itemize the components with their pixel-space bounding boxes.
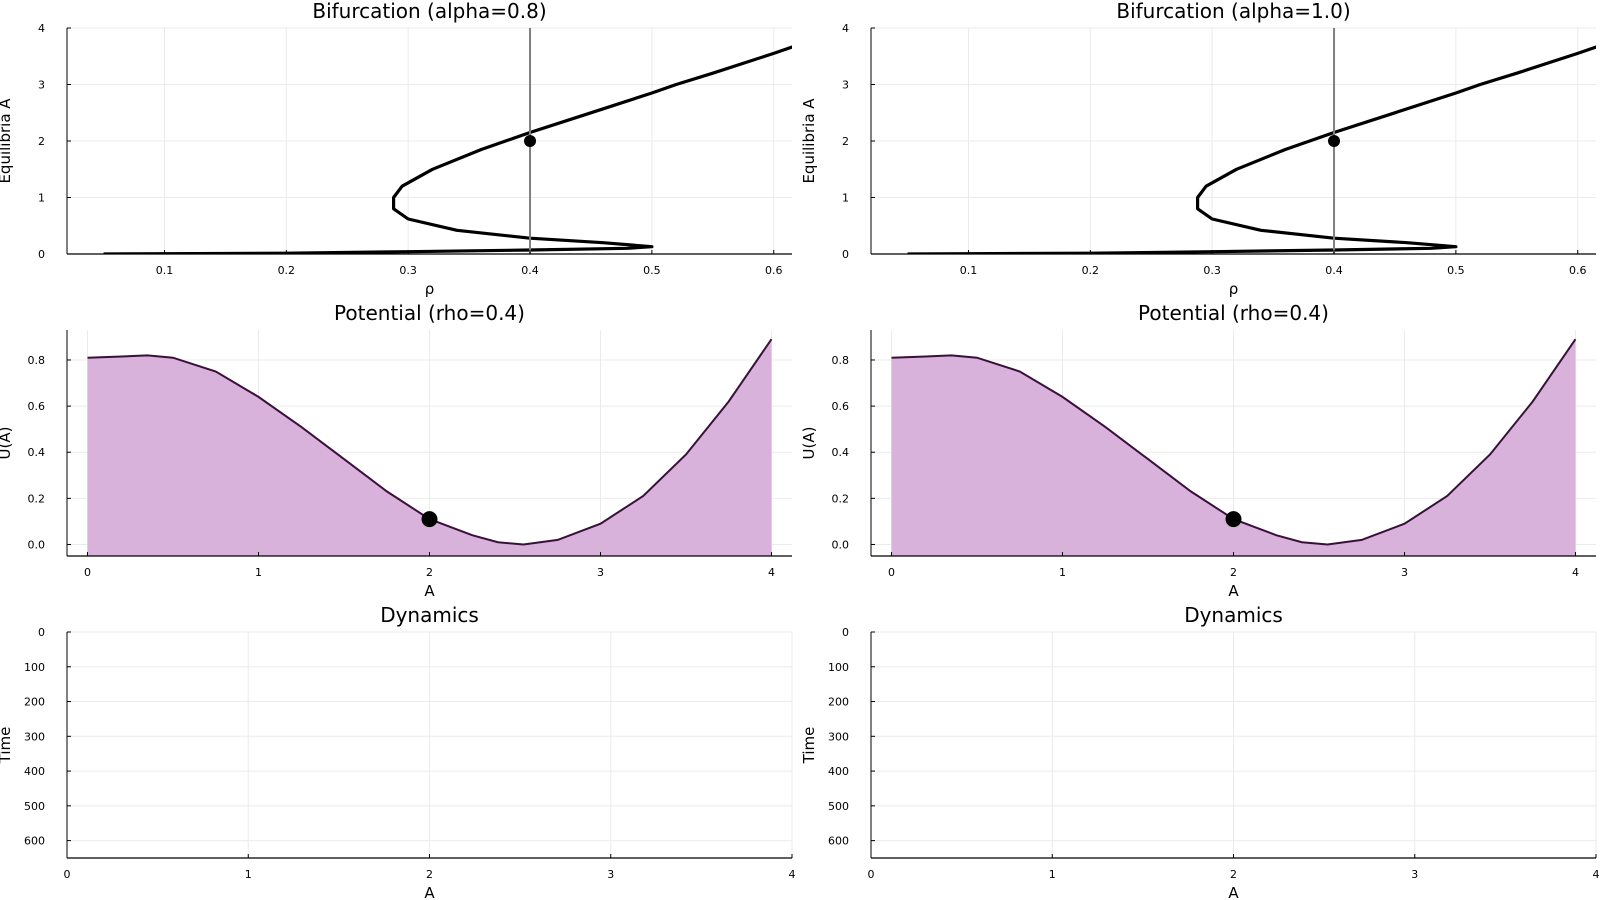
x-tick-label: 0.5 bbox=[643, 264, 661, 277]
y-tick-label: 200 bbox=[24, 696, 45, 709]
x-tick-label: 3 bbox=[597, 566, 604, 579]
y-tick-label: 500 bbox=[828, 800, 849, 813]
x-tick-label: 4 bbox=[789, 868, 796, 881]
subplot-title: Dynamics bbox=[380, 603, 479, 627]
current-state-marker bbox=[1328, 135, 1341, 147]
y-axis-label: U(A) bbox=[0, 427, 14, 460]
potential-fill bbox=[891, 339, 1576, 556]
y-tick-label: 300 bbox=[828, 730, 849, 743]
y-tick-label: 1 bbox=[38, 192, 45, 205]
current-state-marker bbox=[421, 511, 438, 528]
y-tick-label: 0.2 bbox=[832, 492, 850, 505]
subplot-bif-right: 0.1 0.2 0.3 0.4 0.5 0.6 0 1 2 3 4 Bifurcation (alph… bbox=[800, 0, 1596, 298]
x-axis-label: A bbox=[1228, 582, 1239, 600]
x-tick-label: 2 bbox=[426, 868, 433, 881]
x-tick-label: 0.1 bbox=[156, 264, 174, 277]
y-tick-label: 3 bbox=[38, 79, 45, 92]
y-tick-label: 0 bbox=[842, 626, 849, 639]
y-tick-label: 500 bbox=[24, 800, 45, 813]
y-tick-label: 0 bbox=[38, 626, 45, 639]
x-tick-label: 1 bbox=[245, 868, 252, 881]
x-tick-label: 4 bbox=[768, 566, 775, 579]
y-tick-label: 600 bbox=[828, 835, 849, 848]
potential-fill bbox=[87, 339, 772, 556]
x-tick-label: 0.6 bbox=[1569, 264, 1587, 277]
subplot-bif-left: 0.1 0.2 0.3 0.4 0.5 0.6 0 1 2 3 4 Bifurcation (alph… bbox=[0, 0, 792, 298]
x-tick-label: 0.2 bbox=[278, 264, 296, 277]
subplot-dyn-right: 0 1 2 3 4 0 100 200 300 400 500 600 Dynamics A Time bbox=[800, 603, 1600, 900]
x-axis-label: A bbox=[1228, 884, 1239, 900]
y-tick-label: 4 bbox=[38, 22, 45, 35]
x-tick-label: 4 bbox=[1593, 868, 1600, 881]
subplot-dyn-left: 0 1 2 3 4 0 100 200 300 400 500 600 Dynamics A Time bbox=[0, 603, 796, 900]
y-axis-label: U(A) bbox=[800, 427, 818, 460]
y-axis-label: Equilibria A bbox=[0, 98, 14, 184]
x-tick-label: 0.2 bbox=[1082, 264, 1100, 277]
y-tick-label: 0 bbox=[842, 248, 849, 261]
x-axis-label: ρ bbox=[1229, 280, 1239, 298]
subplot-title: Bifurcation (alpha=0.8) bbox=[312, 0, 546, 23]
current-state-marker bbox=[524, 135, 537, 147]
subplot-pot-right: 0 1 2 3 4 0.0 0.2 0.4 0.6 0.8 Potential (rho=0.4) A… bbox=[800, 301, 1596, 600]
y-tick-label: 0.6 bbox=[28, 400, 46, 413]
y-tick-label: 0.0 bbox=[832, 538, 850, 551]
current-state-marker bbox=[1225, 511, 1242, 528]
x-tick-label: 2 bbox=[1230, 868, 1237, 881]
x-tick-label: 0 bbox=[64, 868, 71, 881]
x-tick-label: 0.4 bbox=[1325, 264, 1343, 277]
y-tick-label: 100 bbox=[24, 661, 45, 674]
y-tick-label: 600 bbox=[24, 835, 45, 848]
x-tick-label: 4 bbox=[1572, 566, 1579, 579]
equilibria-curve bbox=[907, 45, 1596, 254]
x-tick-label: 3 bbox=[1411, 868, 1418, 881]
x-tick-label: 0.3 bbox=[399, 264, 417, 277]
y-axis-label: Time bbox=[0, 727, 14, 765]
y-tick-label: 2 bbox=[38, 135, 45, 148]
y-tick-label: 0.8 bbox=[28, 354, 46, 367]
y-tick-label: 0.2 bbox=[28, 492, 46, 505]
x-tick-label: 3 bbox=[1401, 566, 1408, 579]
x-tick-label: 1 bbox=[255, 566, 262, 579]
subplot-title: Dynamics bbox=[1184, 603, 1283, 627]
x-tick-label: 1 bbox=[1059, 566, 1066, 579]
x-tick-label: 0.4 bbox=[521, 264, 539, 277]
x-axis-label: A bbox=[424, 582, 435, 600]
equilibria-curve bbox=[103, 45, 792, 254]
x-tick-label: 0 bbox=[868, 868, 875, 881]
y-tick-label: 200 bbox=[828, 696, 849, 709]
y-tick-label: 0.4 bbox=[832, 446, 850, 459]
y-axis-label: Equilibria A bbox=[800, 98, 818, 184]
subplot-title: Bifurcation (alpha=1.0) bbox=[1116, 0, 1350, 23]
subplot-title: Potential (rho=0.4) bbox=[334, 301, 525, 325]
y-tick-label: 3 bbox=[842, 79, 849, 92]
subplot-pot-left: 0 1 2 3 4 0.0 0.2 0.4 0.6 0.8 Potential (rho=0.4) A… bbox=[0, 301, 792, 600]
y-tick-label: 100 bbox=[828, 661, 849, 674]
x-tick-label: 0.1 bbox=[960, 264, 978, 277]
x-tick-label: 0.3 bbox=[1203, 264, 1221, 277]
y-tick-label: 300 bbox=[24, 730, 45, 743]
y-tick-label: 400 bbox=[828, 765, 849, 778]
x-tick-label: 2 bbox=[426, 566, 433, 579]
x-tick-label: 2 bbox=[1230, 566, 1237, 579]
x-tick-label: 3 bbox=[607, 868, 614, 881]
y-tick-label: 0.4 bbox=[28, 446, 46, 459]
y-tick-label: 0.6 bbox=[832, 400, 850, 413]
y-tick-label: 2 bbox=[842, 135, 849, 148]
x-axis-label: ρ bbox=[425, 280, 435, 298]
y-tick-label: 400 bbox=[24, 765, 45, 778]
y-tick-label: 0 bbox=[38, 248, 45, 261]
y-axis-label: Time bbox=[800, 727, 818, 765]
x-tick-label: 0 bbox=[84, 566, 91, 579]
y-tick-label: 0.8 bbox=[832, 354, 850, 367]
y-tick-label: 1 bbox=[842, 192, 849, 205]
subplot-title: Potential (rho=0.4) bbox=[1138, 301, 1329, 325]
y-tick-label: 0.0 bbox=[28, 538, 46, 551]
x-tick-label: 0 bbox=[888, 566, 895, 579]
x-tick-label: 0.6 bbox=[765, 264, 783, 277]
y-tick-label: 4 bbox=[842, 22, 849, 35]
x-tick-label: 1 bbox=[1049, 868, 1056, 881]
x-axis-label: A bbox=[424, 884, 435, 900]
x-tick-label: 0.5 bbox=[1447, 264, 1465, 277]
